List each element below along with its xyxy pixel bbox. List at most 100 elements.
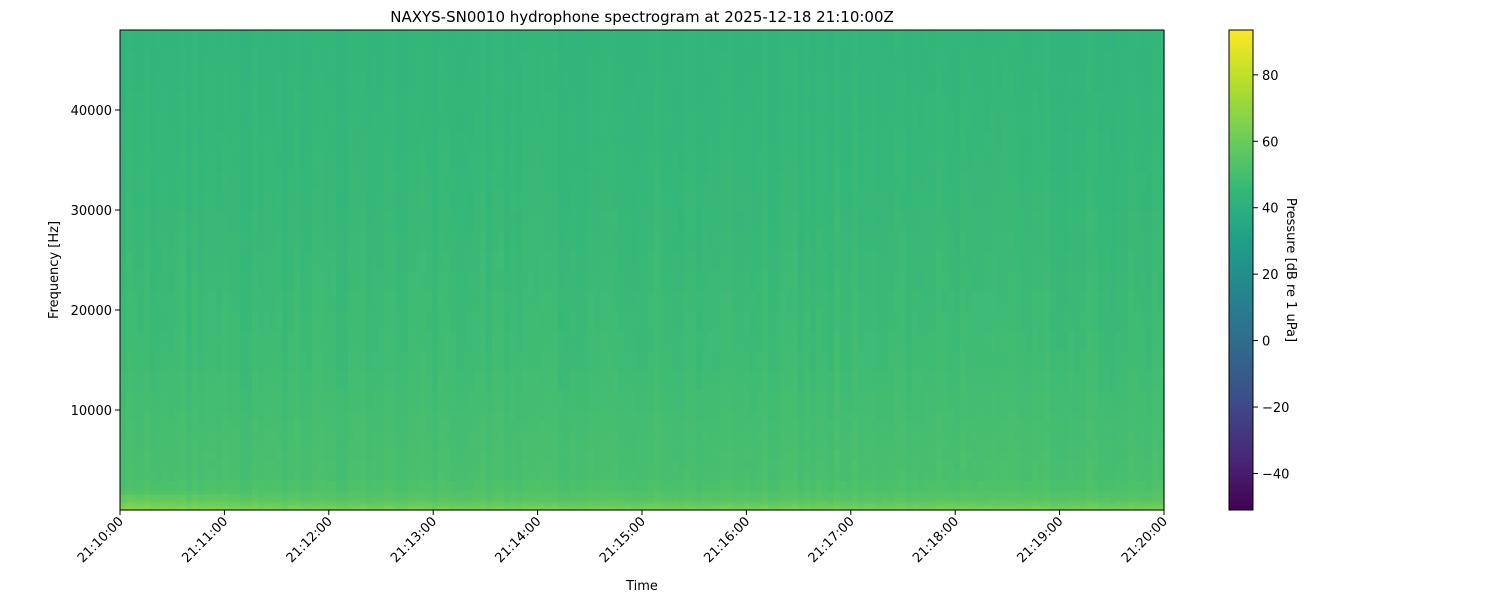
heatmap-cell [174,110,181,131]
heatmap-cell [186,490,193,493]
heatmap-cell [870,30,877,51]
heatmap-cell [900,230,907,251]
heatmap-cell [900,170,907,191]
heatmap-cell [822,250,829,271]
heatmap-cell [210,390,217,411]
heatmap-cell [240,450,247,461]
heatmap-cell [624,470,631,481]
heatmap-cell [528,90,535,111]
heatmap-cell [408,410,415,421]
heatmap-cell [390,350,397,371]
heatmap-cell [384,440,391,451]
heatmap-cell [696,460,703,471]
heatmap-cell [420,170,427,191]
heatmap-cell [684,390,691,411]
heatmap-cell [924,170,931,191]
heatmap-cell [438,440,445,451]
heatmap-cell [306,500,313,503]
heatmap-cell [450,490,457,493]
heatmap-cell [426,50,433,71]
heatmap-cell [138,480,145,491]
heatmap-cell [306,480,313,491]
heatmap-cell [246,230,253,251]
heatmap-cell [546,502,553,505]
heatmap-cell [498,506,505,509]
heatmap-cell [804,500,811,503]
heatmap-cell [666,496,673,499]
heatmap-cell [756,330,763,351]
heatmap-cell [840,480,847,491]
heatmap-cell [810,390,817,411]
heatmap-cell [504,460,511,471]
heatmap-cell [132,440,139,451]
heatmap-cell [612,496,619,499]
heatmap-cell [246,506,253,509]
heatmap-cell [150,350,157,371]
heatmap-cell [324,470,331,481]
heatmap-cell [144,390,151,411]
heatmap-cell [510,450,517,461]
heatmap-cell [318,492,325,495]
heatmap-cell [522,504,529,507]
heatmap-cell [462,190,469,211]
heatmap-cell [738,110,745,131]
heatmap-cell [726,290,733,311]
heatmap-cell [516,502,523,505]
heatmap-cell [492,490,499,493]
heatmap-cell [660,170,667,191]
heatmap-cell [552,130,559,151]
heatmap-cell [468,494,475,497]
heatmap-cell [636,330,643,351]
heatmap-cell [852,500,859,503]
heatmap-cell [588,190,595,211]
heatmap-cell [828,410,835,421]
heatmap-cell [906,210,913,231]
heatmap-cell [708,502,715,505]
heatmap-cell [618,494,625,497]
heatmap-cell [744,150,751,171]
heatmap-cell [120,270,127,291]
heatmap-cell [756,490,763,493]
heatmap-cell [186,508,193,511]
heatmap-cell [576,440,583,451]
heatmap-cell [222,492,229,495]
heatmap-cell [888,290,895,311]
heatmap-cell [588,230,595,251]
heatmap-cell [528,496,535,499]
heatmap-cell [456,470,463,481]
heatmap-cell [126,490,133,493]
heatmap-cell [270,420,277,431]
heatmap-cell [354,440,361,451]
heatmap-cell [162,508,169,511]
heatmap-cell [516,498,523,501]
heatmap-cell [186,350,193,371]
heatmap-cell [306,70,313,91]
heatmap-cell [432,420,439,431]
heatmap-cell [612,90,619,111]
heatmap-cell [204,440,211,451]
heatmap-cell [456,496,463,499]
heatmap-cell [738,480,745,491]
heatmap-cell [474,90,481,111]
heatmap-cell [786,370,793,391]
heatmap-cell [576,370,583,391]
heatmap-cell [876,190,883,211]
heatmap-cell [216,440,223,451]
heatmap-cell [534,420,541,431]
heatmap-cell [906,50,913,71]
heatmap-cell [204,210,211,231]
heatmap-cell [282,310,289,331]
heatmap-cell [276,496,283,499]
heatmap-cell [828,250,835,271]
heatmap-cell [492,350,499,371]
heatmap-cell [198,500,205,503]
heatmap-cell [174,508,181,511]
heatmap-cell [438,210,445,231]
heatmap-cell [738,370,745,391]
heatmap-cell [816,290,823,311]
heatmap-cell [918,494,925,497]
heatmap-cell [378,390,385,411]
heatmap-cell [174,310,181,331]
heatmap-cell [906,330,913,351]
heatmap-cell [606,492,613,495]
